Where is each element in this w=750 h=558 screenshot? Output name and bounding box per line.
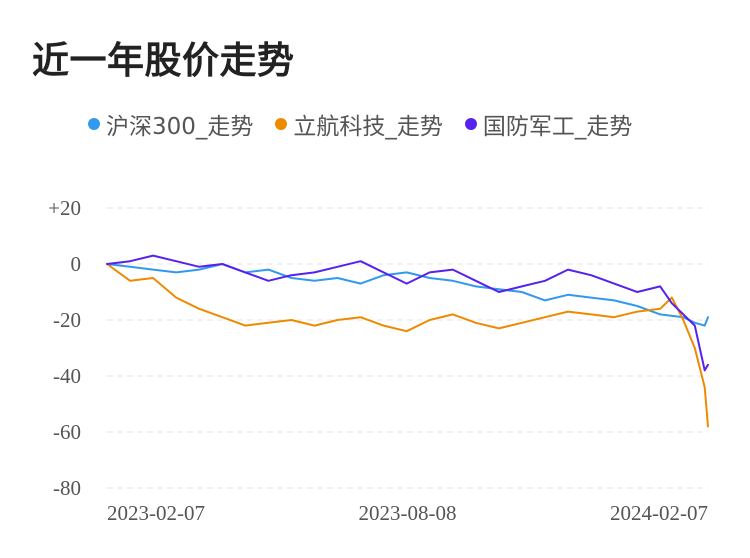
legend-dot-icon <box>88 118 100 130</box>
y-tick-label: -60 <box>53 420 81 444</box>
legend-label: 立航科技_走势 <box>293 114 443 140</box>
y-tick-label: -20 <box>53 308 81 332</box>
series-line-2 <box>106 254 709 372</box>
chart-title: 近一年股价走势 <box>32 39 295 82</box>
x-axis-ticks: 2023-02-07 2023-08-08 2024-02-07 <box>107 501 708 525</box>
legend-dot-icon <box>464 118 477 130</box>
series-line-1 <box>106 263 709 428</box>
legend-item-defense[interactable]: 国防军工_走势 <box>464 107 633 141</box>
grid-lines <box>107 207 708 489</box>
y-tick-label: 0 <box>71 252 82 276</box>
legend-label: 沪深300_走势 <box>106 114 254 140</box>
x-tick-label: 2024-02-07 <box>610 501 708 525</box>
legend-label: 国防军工_走势 <box>482 114 633 140</box>
x-tick-label: 2023-08-08 <box>359 501 457 525</box>
y-axis-ticks: +20 0 -20 -40 -60 -80 <box>48 196 81 500</box>
chart-legend: 沪深300_走势 立航科技_走势 国防军工_走势 <box>88 108 632 140</box>
legend-item-lihang[interactable]: 立航科技_走势 <box>275 107 443 141</box>
legend-item-hs300[interactable]: 沪深300_走势 <box>88 107 253 141</box>
legend-dot-icon <box>275 118 288 130</box>
y-tick-label: -40 <box>53 364 81 388</box>
y-tick-label: +20 <box>48 196 81 220</box>
y-tick-label: -80 <box>53 476 81 500</box>
series-lines <box>106 254 709 428</box>
x-tick-label: 2023-02-07 <box>107 501 205 525</box>
